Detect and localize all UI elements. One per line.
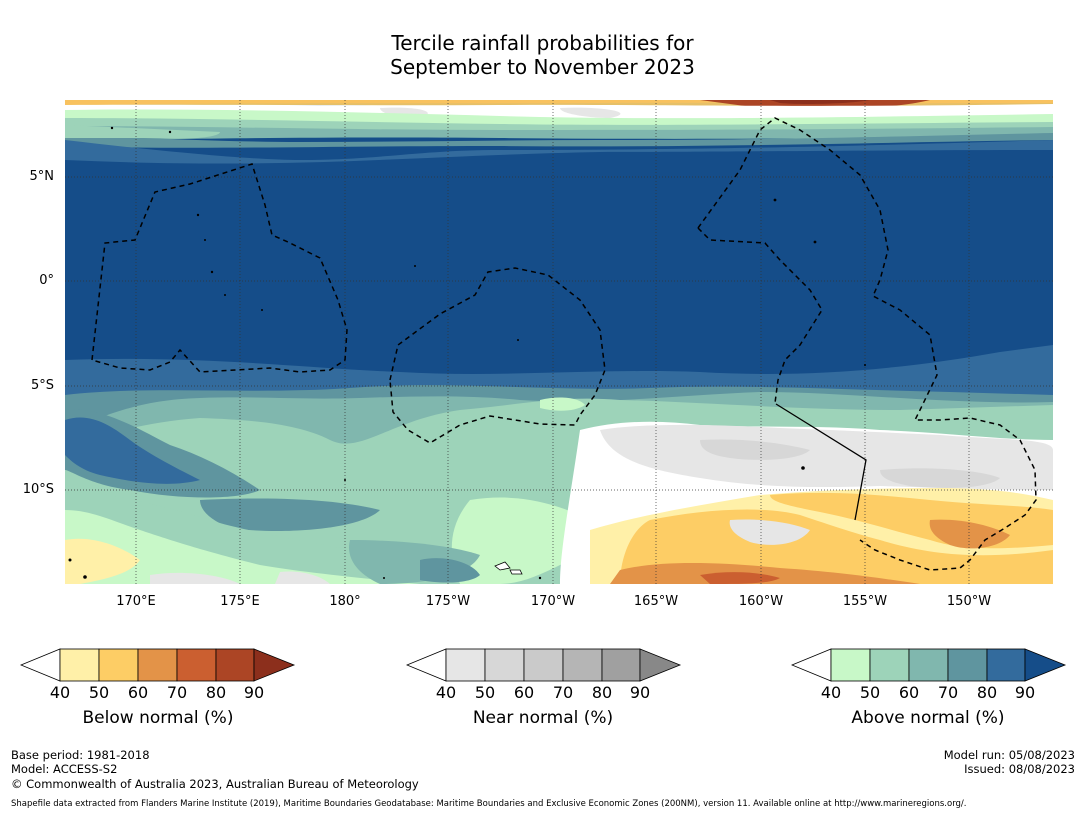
legend-below-swatch: [59, 648, 100, 682]
lat-label-10s: 10°S: [22, 482, 54, 497]
legend-above-swatch: [986, 648, 1026, 682]
legend-tick: 50: [474, 683, 496, 702]
legend-below-swatch: [215, 648, 255, 682]
boundary-line: [775, 403, 867, 521]
lon-label-170w: 170°W: [530, 594, 576, 609]
legend-tick: 40: [49, 683, 71, 702]
copyright: © Commonwealth of Australia 2023, Austra…: [11, 777, 419, 791]
legend-near-swatch: [523, 648, 564, 682]
lon-label-155w: 155°W: [842, 594, 888, 609]
legend-above-colorbar: [791, 648, 1067, 682]
legend-tick: 60: [513, 683, 535, 702]
legend-below-swatch: [98, 648, 139, 682]
legend-tick: 90: [629, 683, 651, 702]
legend-above-title: Above normal (%): [851, 708, 1005, 728]
legend-above-swatch: [830, 648, 871, 682]
legend-below-colorbar: [20, 648, 296, 682]
lon-label-175w: 175°W: [425, 594, 471, 609]
legend-tick: 90: [1014, 683, 1036, 702]
legend-below-swatch: [176, 648, 217, 682]
legend-tick: 40: [820, 683, 842, 702]
samoa-islands: [494, 561, 523, 575]
legend-below-swatch: [137, 648, 178, 682]
legend-near-swatch: [445, 648, 486, 682]
legend-tick: 80: [591, 683, 613, 702]
legend-tick: 60: [898, 683, 920, 702]
legend-tick: 50: [859, 683, 881, 702]
legend-tick: 80: [205, 683, 227, 702]
lon-label-165w: 165°W: [633, 594, 679, 609]
lon-label-170e: 170°E: [116, 594, 156, 609]
legend-tick: 40: [435, 683, 457, 702]
legend-near-extend-high: [639, 648, 682, 682]
legend-tick: 70: [166, 683, 188, 702]
lon-label-175e: 175°E: [220, 594, 260, 609]
legend-near-swatch: [601, 648, 641, 682]
model-name: Model: ACCESS-S2: [11, 762, 118, 776]
shapefile-attribution: Shapefile data extracted from Flanders M…: [11, 799, 967, 809]
legend-tick: 90: [243, 683, 265, 702]
legend-above-extend-high: [1024, 648, 1067, 682]
legend-near-title: Near normal (%): [472, 708, 614, 728]
legend-tick: 70: [552, 683, 574, 702]
legend-above-swatch: [908, 648, 949, 682]
lat-label-0: 0°: [39, 273, 54, 288]
lat-label-5s: 5°S: [30, 378, 54, 393]
map-title-line-1: Tercile rainfall probabilities for: [391, 31, 694, 55]
legend-tick: 60: [127, 683, 149, 702]
map-area: [65, 100, 1053, 584]
legend-tick: 80: [976, 683, 998, 702]
probability-field: [65, 100, 1053, 584]
model-run: Model run: 05/08/2023: [943, 748, 1075, 762]
legend-tick: 70: [937, 683, 959, 702]
legend-above-swatch: [869, 648, 910, 682]
lon-label-150w: 150°W: [946, 594, 992, 609]
base-period: Base period: 1981-2018: [11, 748, 150, 762]
legend-below-extend-high: [253, 648, 296, 682]
legend-above-swatch: [947, 648, 988, 682]
legend-below-extend-low: [20, 648, 61, 682]
legend-tick: 50: [88, 683, 110, 702]
legend-near-swatch: [484, 648, 525, 682]
legend-near-colorbar: [406, 648, 682, 682]
legend-below-title: Below normal (%): [82, 708, 234, 728]
islands: [68, 126, 866, 580]
legend-near-extend-low: [406, 648, 447, 682]
legend-near-swatch: [562, 648, 603, 682]
map-title-line-2: September to November 2023: [390, 55, 695, 79]
issued-date: Issued: 08/08/2023: [964, 762, 1075, 776]
lat-label-5n: 5°N: [29, 169, 55, 184]
eez-boundaries: [91, 117, 1037, 571]
legend-above-extend-low: [791, 648, 832, 682]
lon-label-180: 180°: [329, 594, 361, 609]
lon-label-160w: 160°W: [738, 594, 784, 609]
